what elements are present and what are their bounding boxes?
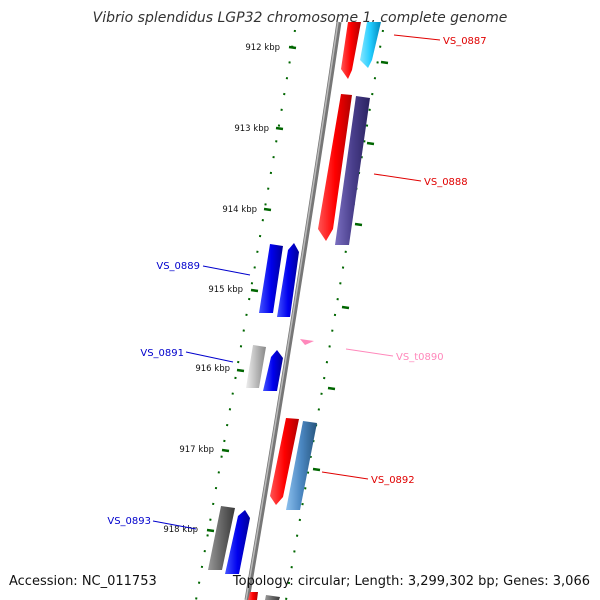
gene-VS_0893-b[interactable] xyxy=(225,510,250,574)
gene-label-VS_0891[interactable]: VS_0891 xyxy=(140,348,184,359)
tick-label: 914 kbp xyxy=(222,205,257,215)
tick-marks xyxy=(206,45,389,533)
gene-VS_0892-b[interactable] xyxy=(286,421,317,510)
gene-VS_t0890[interactable] xyxy=(300,339,314,345)
gene-VS_0888-a[interactable] xyxy=(318,94,352,241)
gene-label-VS_0889[interactable]: VS_0889 xyxy=(156,261,200,272)
gene-VS_0889-a[interactable] xyxy=(259,244,283,313)
gene-label-VS_0888[interactable]: VS_0888 xyxy=(424,177,468,188)
gene-label-VS_0892[interactable]: VS_0892 xyxy=(371,475,415,486)
connector-VS_t0890 xyxy=(345,348,394,357)
gene-VS_0888-b[interactable] xyxy=(335,96,370,245)
connector-VS_0892 xyxy=(321,471,369,480)
tick-label: 913 kbp xyxy=(234,124,269,134)
gene-VS_0892-a[interactable] xyxy=(270,418,299,505)
gene-VS_0887-b[interactable] xyxy=(360,22,381,68)
gene-bottom-gray[interactable] xyxy=(265,595,280,600)
connector-VS_0887 xyxy=(393,34,441,41)
gene-VS_0891-a[interactable] xyxy=(246,345,266,388)
scale-ring-outer xyxy=(285,29,384,600)
gene-bottom-red[interactable] xyxy=(248,592,258,600)
accession-text: Accession: NC_011753 xyxy=(9,574,157,589)
map-title: Vibrio splendidus LGP32 chromosome 1, co… xyxy=(92,10,508,26)
tick-label: 917 kbp xyxy=(179,445,214,455)
tick-label: 912 kbp xyxy=(245,43,280,53)
tick-label: 918 kbp xyxy=(163,525,198,535)
gene-VS_0893-a[interactable] xyxy=(208,506,235,570)
summary-text: Topology: circular; Length: 3,299,302 bp… xyxy=(232,574,590,589)
genome-backbone xyxy=(244,21,342,600)
gene-VS_0891-b[interactable] xyxy=(263,350,283,391)
tick-label: 916 kbp xyxy=(195,364,230,374)
connector-VS_0889 xyxy=(202,265,251,276)
connector-VS_0891 xyxy=(185,351,234,363)
tick-label: 915 kbp xyxy=(208,285,243,295)
gene-VS_0889-b[interactable] xyxy=(277,243,299,317)
gene-VS_0887-a[interactable] xyxy=(341,22,361,79)
connector-VS_0888 xyxy=(373,173,422,182)
gene-label-VS_0887[interactable]: VS_0887 xyxy=(443,36,487,47)
gene-label-VS_t0890[interactable]: VS_t0890 xyxy=(396,352,444,363)
gene-label-VS_0893[interactable]: VS_0893 xyxy=(107,516,151,527)
connector-VS_0893 xyxy=(152,520,197,530)
